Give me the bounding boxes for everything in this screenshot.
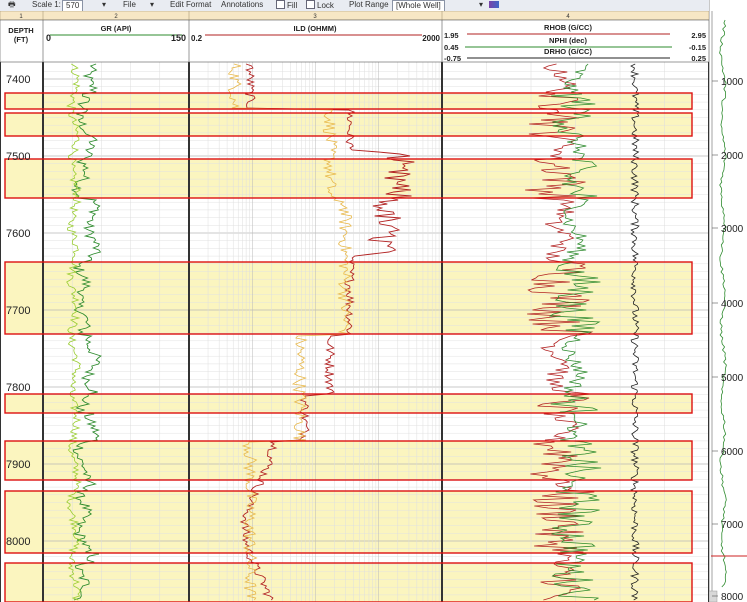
overview-depth-label: 6000 bbox=[721, 447, 744, 458]
ild-curve-name: ILD (OHMM) bbox=[294, 24, 337, 33]
chevron-down-icon[interactable]: ▾ bbox=[479, 0, 484, 9]
depth-label: 7500 bbox=[6, 151, 30, 163]
zone-highlight bbox=[5, 93, 692, 109]
color-palette-icon[interactable] bbox=[489, 0, 499, 10]
nphi-scale-max: -0.15 bbox=[689, 43, 706, 52]
zone-border bbox=[4, 490, 693, 554]
depth-unit-label: (FT) bbox=[14, 35, 29, 44]
overview-depth-label: 3000 bbox=[721, 224, 744, 235]
lock-label: Lock bbox=[317, 1, 334, 10]
plot-range-select[interactable]: [Whole Well] bbox=[392, 0, 445, 11]
zone-highlight bbox=[5, 394, 692, 413]
zone-border bbox=[4, 112, 693, 137]
gr-scale-max: 150 bbox=[171, 33, 186, 43]
print-icon[interactable]: 🖶 bbox=[8, 0, 16, 9]
plot-range-label: Plot Range bbox=[349, 0, 389, 9]
overview-depth-label: 7000 bbox=[721, 520, 744, 531]
track-number: 4 bbox=[566, 14, 570, 20]
track-number: 1 bbox=[19, 14, 23, 20]
zone-border bbox=[4, 92, 693, 110]
overview-depth-label: 1000 bbox=[721, 77, 744, 88]
zone-border bbox=[4, 158, 693, 199]
ild-scale-max: 2000 bbox=[422, 34, 440, 43]
zone-highlight bbox=[5, 113, 692, 136]
drho-scale-max: 0.25 bbox=[691, 54, 706, 63]
depth-label: 7700 bbox=[6, 305, 30, 317]
zone-border bbox=[4, 440, 693, 481]
overview-gr-curve bbox=[719, 19, 727, 588]
fill-label: Fill bbox=[287, 1, 298, 10]
drho-curve bbox=[629, 63, 641, 601]
fill-checkbox[interactable]: Fill bbox=[276, 0, 297, 11]
depth-header-label: DEPTH bbox=[8, 26, 33, 35]
depth-label: 7800 bbox=[6, 382, 30, 394]
rhob-curve bbox=[525, 63, 595, 601]
annotations-button[interactable]: Annotations bbox=[221, 0, 264, 9]
zone-border bbox=[4, 562, 693, 602]
drho-curve-name: DRHO (G/CC) bbox=[544, 47, 592, 56]
checkbox-icon bbox=[276, 0, 285, 9]
file-menu[interactable]: File bbox=[123, 0, 136, 9]
depth-label: 8000 bbox=[6, 536, 30, 548]
zone-border bbox=[4, 261, 693, 335]
depth-label: 7900 bbox=[6, 459, 30, 471]
overview-depth-label: 8000 bbox=[721, 592, 744, 602]
rhob-curve-name: RHOB (G/CC) bbox=[544, 23, 592, 32]
zone-highlight bbox=[5, 441, 692, 480]
scale-label: Scale 1: bbox=[32, 0, 61, 9]
nphi-curve-name: NPHI (dec) bbox=[549, 36, 587, 45]
strip-scroll-thumb[interactable] bbox=[709, 590, 718, 602]
zone-highlight bbox=[5, 159, 692, 198]
chevron-down-icon[interactable]: ▾ bbox=[102, 0, 107, 9]
zone-border bbox=[4, 393, 693, 414]
ild-secondary-curve bbox=[227, 63, 353, 601]
chevron-down-icon[interactable]: ▾ bbox=[150, 0, 155, 9]
overview-strip[interactable]: 1000 2000 3000 4000 5000 6000 7000 8000 bbox=[709, 0, 747, 602]
depth-label: 7400 bbox=[6, 74, 30, 86]
gr-scale-min: 0 bbox=[46, 33, 51, 43]
overview-depth-label: 2000 bbox=[721, 151, 744, 162]
gr-secondary-curve bbox=[66, 63, 83, 601]
rhob-scale-min: 1.95 bbox=[444, 31, 459, 40]
gr-curve-name: GR (API) bbox=[101, 24, 132, 33]
depth-label: 7600 bbox=[6, 228, 30, 240]
zone-highlight bbox=[5, 563, 692, 602]
overview-depth-label: 4000 bbox=[721, 299, 744, 310]
drho-scale-min: -0.75 bbox=[444, 54, 461, 63]
ild-scale-min: 0.2 bbox=[191, 34, 203, 43]
track-number: 2 bbox=[114, 14, 118, 20]
edit-format-button[interactable]: Edit Format bbox=[170, 0, 212, 9]
gr-curve bbox=[70, 63, 102, 601]
lock-checkbox[interactable]: Lock bbox=[306, 0, 334, 11]
nphi-scale-min: 0.45 bbox=[444, 43, 459, 52]
checkbox-icon bbox=[306, 0, 315, 9]
well-log-display: 1 2 3 4 DEPTH (FT) GR (API) 0 150 ILD (O… bbox=[0, 11, 709, 602]
nphi-curve bbox=[548, 63, 602, 601]
track-number: 3 bbox=[313, 14, 317, 20]
rhob-scale-max: 2.95 bbox=[691, 31, 706, 40]
overview-depth-label: 5000 bbox=[721, 373, 744, 384]
ild-curve bbox=[239, 63, 415, 601]
scale-select[interactable]: 570 bbox=[62, 0, 84, 11]
